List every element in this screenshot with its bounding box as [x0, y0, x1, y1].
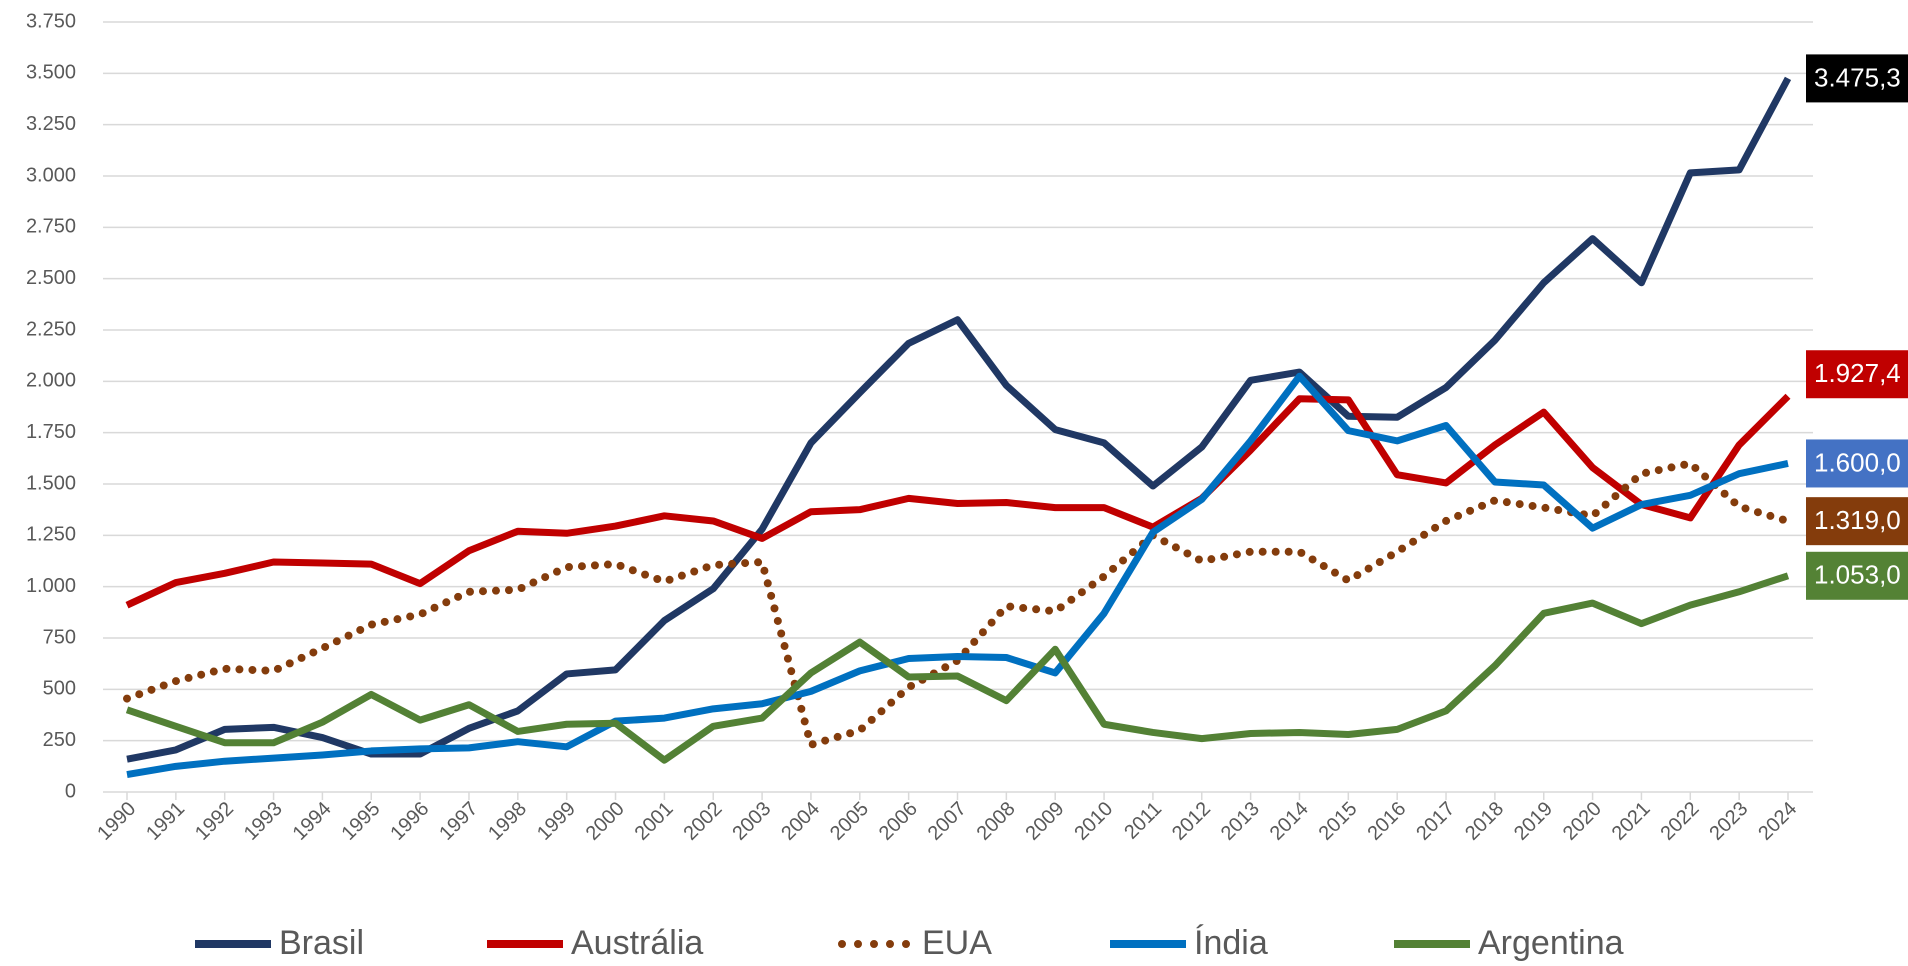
value-label: 3.475,3: [1806, 54, 1908, 103]
x-tick-label: 1996: [386, 798, 433, 845]
legend-label: Argentina: [1478, 924, 1624, 962]
value-label-box: [1806, 551, 1908, 600]
x-tick-label: 2000: [582, 798, 629, 845]
value-label-box: [1806, 54, 1908, 103]
y-tick-label: 1.500: [26, 472, 76, 494]
x-tick-label: 2004: [777, 798, 824, 845]
legend-item: Argentina: [1394, 924, 1624, 962]
x-tick-label: 1995: [338, 798, 385, 845]
y-tick-label: 2.500: [26, 267, 76, 289]
legend-label: EUA: [922, 924, 992, 962]
y-tick-label: 250: [43, 729, 76, 751]
value-label: 1.600,0: [1806, 439, 1908, 488]
value-label: 1.319,0: [1806, 497, 1908, 546]
x-tick-label: 2009: [1021, 798, 1068, 845]
value-label-box: [1806, 350, 1908, 399]
x-tick-label: 1997: [435, 798, 482, 845]
value-label: 1.927,4: [1806, 350, 1908, 399]
legend-label: Índia: [1194, 924, 1268, 962]
series-line: [125, 572, 1790, 764]
value-label: 1.053,0: [1806, 551, 1908, 600]
x-tick-label: 2014: [1266, 798, 1313, 845]
x-tick-label: 2018: [1461, 798, 1508, 845]
y-tick-label: 1.250: [26, 524, 76, 546]
value-label-box: [1806, 439, 1908, 488]
y-tick-label: 750: [43, 626, 76, 648]
value-label-box: [1806, 497, 1908, 546]
legend-item: Brasil: [195, 924, 364, 962]
x-tick-label: 1992: [191, 798, 238, 845]
x-tick-label: 2011: [1120, 798, 1166, 844]
x-tick-label: 2013: [1217, 798, 1264, 845]
y-tick-label: 2.250: [26, 318, 76, 340]
x-tick-label: 2019: [1510, 798, 1557, 845]
y-tick-label: 0: [65, 780, 76, 802]
legend-item: Austrália: [487, 924, 703, 962]
x-tick-label: 2007: [924, 798, 971, 845]
x-tick-label: 1993: [240, 798, 287, 845]
y-tick-label: 2.750: [26, 216, 76, 238]
x-tick-label: 2020: [1559, 798, 1606, 845]
y-tick-label: 1.000: [26, 575, 76, 597]
x-tick-label: 1999: [533, 798, 580, 845]
x-tick-label: 1994: [289, 798, 336, 845]
x-tick-label: 2016: [1363, 798, 1410, 845]
legend-label: Austrália: [571, 924, 703, 962]
series-line: [126, 372, 1789, 778]
y-tick-label: 500: [43, 678, 76, 700]
y-tick-label: 3.500: [26, 62, 76, 84]
y-tick-label: 3.750: [26, 10, 76, 32]
value-label-text: 1.319,0: [1814, 505, 1901, 535]
value-label-text: 1.600,0: [1814, 447, 1901, 477]
x-tick-label: 2006: [875, 798, 922, 845]
legend-item: EUA: [838, 924, 992, 962]
value-label-text: 3.475,3: [1814, 62, 1901, 92]
x-tick-label: 2017: [1412, 798, 1459, 845]
value-label-text: 1.927,4: [1814, 358, 1901, 388]
x-tick-label: 2022: [1657, 798, 1704, 845]
series-line: [126, 76, 1792, 763]
x-tick-label: 2012: [1168, 798, 1215, 845]
series-line: [125, 393, 1791, 609]
series-line: [123, 459, 1792, 749]
value-label-text: 1.053,0: [1814, 560, 1901, 590]
x-tick-label: 2015: [1315, 798, 1362, 845]
y-tick-label: 3.250: [26, 113, 76, 135]
x-tick-label: 2024: [1754, 798, 1801, 845]
x-tick-label: 1991: [142, 798, 189, 845]
y-tick-label: 3.000: [26, 164, 76, 186]
x-tick-label: 1998: [484, 798, 531, 845]
x-tick-label: 2021: [1608, 798, 1655, 845]
y-tick-label: 2.000: [26, 370, 76, 392]
x-tick-label: 2001: [631, 798, 678, 845]
legend-label: Brasil: [279, 924, 364, 962]
x-tick-label: 2003: [728, 798, 775, 845]
x-tick-label: 2023: [1705, 798, 1752, 845]
x-tick-label: 2002: [679, 798, 726, 845]
legend-item: Índia: [1110, 924, 1268, 962]
x-tick-label: 2010: [1070, 798, 1117, 845]
x-tick-label: 2005: [826, 798, 873, 845]
x-tick-label: 2008: [973, 798, 1020, 845]
x-tick-label: 1990: [93, 798, 140, 845]
y-tick-label: 1.750: [26, 421, 76, 443]
